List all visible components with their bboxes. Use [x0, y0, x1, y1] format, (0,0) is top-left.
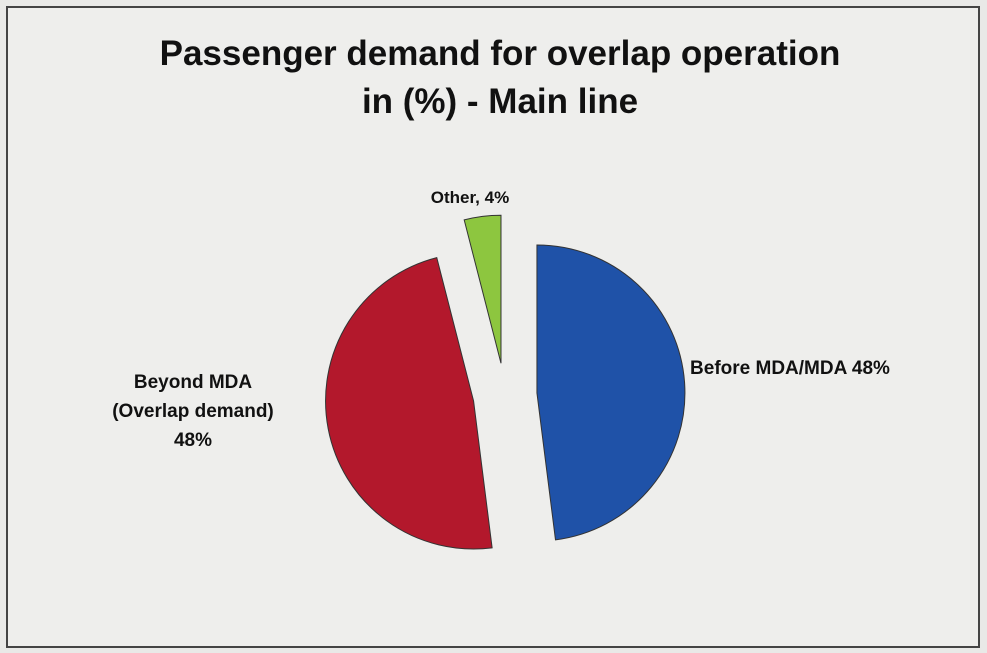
pie-slice	[463, 214, 502, 364]
data-label: Before MDA/MDA 48%	[690, 358, 890, 379]
data-label: Other, 4%	[430, 188, 510, 207]
pie-slice	[325, 257, 493, 550]
chart-title: Passenger demand for overlap operation i…	[159, 34, 841, 121]
data-label: Beyond MDA (Overlap demand) 48%	[112, 372, 274, 451]
pie-slice	[536, 244, 686, 541]
